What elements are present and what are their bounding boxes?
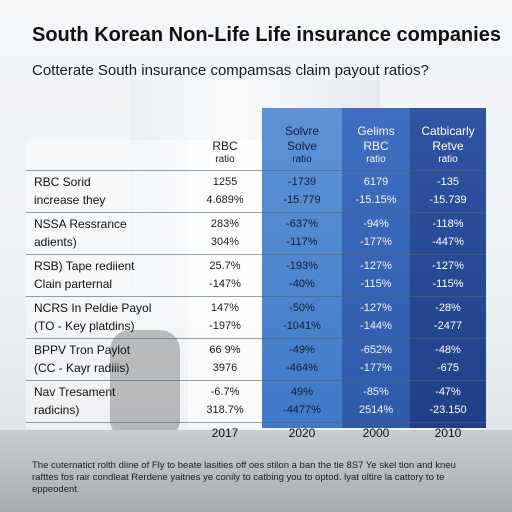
row-divider [26,170,486,171]
table-cell: -127% [360,302,392,314]
table-cell: -115% [432,278,464,290]
column-subheader-1: Solve ratio [286,139,318,166]
column-header-2: Gelims [357,124,395,138]
table-cell: -6.7% [210,386,240,398]
table-cell: -49% [289,344,315,356]
table-cell: 2514% [358,404,394,416]
table-cell: -675 [436,362,460,374]
table-cell: 4.689% [206,194,244,206]
row-label: Nav Tresament [34,385,116,399]
footnote: The cuternatict rolth diine of Fly to be… [32,460,456,495]
row-divider [26,296,486,297]
year-label: 2017 [211,426,239,440]
column-subheader-0: RBC ratio [212,139,238,166]
table-cell: -15.779 [283,194,321,206]
table-cell: -1739 [287,176,317,188]
row-label: BPPV Tron Paylot [34,343,131,357]
page-subtitle: Cotterate South insurance compamsas clai… [32,62,429,79]
table-cell: -197% [209,320,241,332]
table-cell: 318.7% [206,404,244,416]
table-cell: -48% [435,344,461,356]
background-chair [110,330,180,440]
table-cell: -85% [363,386,389,398]
table-cell: -193% [286,260,318,272]
column-band-solvre [262,108,342,428]
row-label: increase they [34,193,106,207]
table-cell: -50% [289,302,315,314]
table-cell: -117% [286,236,318,248]
column-subheader-2: RBC ratio [363,139,389,166]
table-cell: -127% [360,260,392,272]
table-cell: 25.7% [209,260,241,272]
year-label: 2000 [362,426,390,440]
table-cell: -147% [209,278,241,290]
table-cell: -15.739 [429,194,467,206]
row-label: adients) [34,235,77,249]
year-label: 2010 [434,426,462,440]
table-cell: -118% [432,218,464,230]
table-cell: -144% [360,320,392,332]
table-cell: -2477 [433,320,463,332]
table-cell: -127% [432,260,464,272]
table-cell: 147% [210,302,240,314]
row-label: (TO - Key platdins) [34,319,135,333]
table-cell: 6179 [363,176,389,188]
column-header-3: Catbicarly [421,124,475,138]
column-header-1: Solvre [284,124,319,138]
row-divider [26,380,486,381]
row-label: RSB) Tape rediient [34,259,135,273]
table-cell: 66 9% [209,344,241,356]
row-label: NSSA Ressrance [34,217,127,231]
table-cell: -47% [435,386,461,398]
table-cell: 283% [210,218,240,230]
column-subheader-3: Retve ratio [432,139,464,166]
table-cell: -28% [435,302,461,314]
table-cell: -94% [363,218,389,230]
background-desk [0,430,512,512]
table-cell: -652% [360,344,392,356]
row-label: RBC Sorid [34,175,91,189]
column-band-gelims [342,108,410,428]
row-label: (CC - Kayr radiiis) [34,361,130,375]
row-divider [26,422,486,423]
table-cell: -1041% [283,320,321,332]
row-label: NCRS In Peldie Payol [34,301,152,315]
table-cell: 304% [210,236,240,248]
row-label: radicins) [34,403,80,417]
table-cell: -4477% [283,404,321,416]
table-cell: -115% [360,278,392,290]
column-band-catbicarly [410,108,486,428]
table-cell: 49% [290,386,314,398]
table-cell: -40% [289,278,315,290]
row-label: Clain parternal [34,277,113,291]
table-cell: -177% [360,362,392,374]
row-divider [26,212,486,213]
row-divider [26,254,486,255]
row-divider [26,338,486,339]
page-title: South Korean Non-Life Life insurance com… [32,24,501,46]
table-cell: -637% [286,218,318,230]
table-cell: -177% [360,236,392,248]
table-cell: -447% [432,236,464,248]
table-cell: -135 [436,176,460,188]
table-cell: 1255 [212,176,238,188]
table-cell: -23.150 [429,404,467,416]
table-cell: 3976 [212,362,238,374]
year-label: 2020 [288,426,316,440]
table-cell: -15.15% [355,194,397,206]
table-cell: -464% [286,362,318,374]
